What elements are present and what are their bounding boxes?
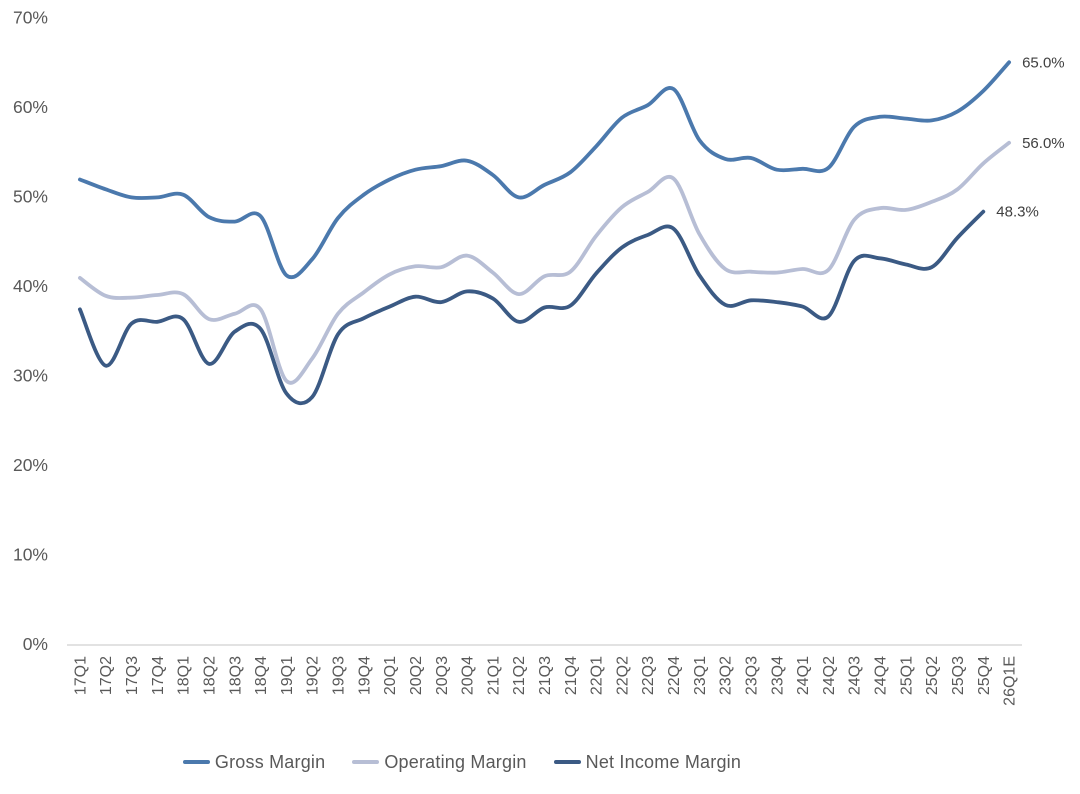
legend-item-gross-margin: Gross Margin xyxy=(182,752,326,772)
series-line-operating-margin xyxy=(78,140,1011,385)
x-axis-category-label: 20Q1 xyxy=(382,656,399,695)
x-axis-category-label: 18Q3 xyxy=(227,656,244,695)
y-axis-tick-label: 70% xyxy=(13,8,48,28)
x-axis-category-label: 23Q2 xyxy=(718,656,735,695)
x-axis-category-label: 24Q4 xyxy=(873,656,890,695)
x-axis-category-label: 17Q1 xyxy=(72,656,89,695)
operating-margin-line-swatch-icon xyxy=(352,760,380,764)
x-axis-category-label: 19Q1 xyxy=(279,656,296,695)
x-axis-category-label: 18Q4 xyxy=(253,656,270,695)
series-line-gross-margin xyxy=(78,60,1011,280)
y-axis-tick-label: 30% xyxy=(13,366,48,386)
legend-item-operating-margin: Operating Margin xyxy=(352,753,526,771)
chart-legend: Gross Margin Operating Margin Net Income… xyxy=(0,753,1002,771)
net-income-margin-line-swatch-icon xyxy=(553,760,581,764)
x-axis-category-label: 17Q2 xyxy=(98,656,115,695)
x-axis-category-label: 22Q1 xyxy=(589,656,606,695)
y-axis-tick-label: 20% xyxy=(13,455,48,475)
y-axis-tick-label: 40% xyxy=(13,276,48,296)
legend-item-net-income-margin: Net Income Margin xyxy=(553,752,742,772)
x-axis-category-label: 24Q2 xyxy=(821,656,838,695)
y-axis-tick-label: 50% xyxy=(13,187,48,207)
x-axis-category-label: 22Q3 xyxy=(640,656,657,695)
x-axis-category-label: 20Q4 xyxy=(460,656,477,695)
x-axis-category-label: 21Q4 xyxy=(563,656,580,695)
x-axis-category-label: 18Q2 xyxy=(201,656,218,695)
x-axis-category-label: 23Q1 xyxy=(692,656,709,695)
x-axis-category-label: 17Q3 xyxy=(124,656,141,695)
series-line-net-income-margin xyxy=(78,209,986,406)
gross-margin-line-swatch-icon xyxy=(182,760,210,764)
legend-label-gross-margin: Gross Margin xyxy=(214,752,326,772)
x-axis-category-label: 25Q3 xyxy=(950,656,967,695)
x-axis-category-label: 21Q1 xyxy=(485,656,502,695)
x-axis-category-label: 25Q1 xyxy=(898,656,915,695)
x-axis-category-label: 21Q2 xyxy=(511,656,528,695)
x-axis-category-label: 22Q2 xyxy=(614,656,631,695)
x-axis-category-label: 18Q1 xyxy=(176,656,193,695)
chart-canvas: 0% 10% 20% 30% 40% 50% 60% 70% 17Q1 17Q2 17Q3 17Q4 1… xyxy=(13,8,1065,706)
x-axis-category-label: 25Q2 xyxy=(924,656,941,695)
x-axis-category-label: 25Q4 xyxy=(976,656,993,695)
x-axis-category-label: 19Q4 xyxy=(356,656,373,695)
x-axis-category-label: 20Q2 xyxy=(408,656,425,695)
y-axis-tick-label: 60% xyxy=(13,97,48,117)
x-axis-category-label: 22Q4 xyxy=(666,656,683,695)
y-axis-tick-label: 0% xyxy=(23,634,48,654)
x-axis-category-label: 24Q3 xyxy=(847,656,864,695)
x-axis-category-label: 24Q1 xyxy=(795,656,812,695)
x-axis-category-label: 23Q4 xyxy=(769,656,786,695)
x-axis-category-label: 26Q1E xyxy=(1002,656,1019,706)
x-axis-category-label: 19Q3 xyxy=(331,656,348,695)
series-end-label: 65.0% xyxy=(1022,54,1065,71)
x-axis-category-label: 21Q3 xyxy=(537,656,554,695)
x-axis-category-label: 17Q4 xyxy=(150,656,167,695)
legend-label-operating-margin: Operating Margin xyxy=(384,752,527,772)
series-end-label: 56.0% xyxy=(1022,135,1065,152)
x-axis-category-label: 19Q2 xyxy=(305,656,322,695)
y-axis-tick-label: 10% xyxy=(13,545,48,565)
x-axis-category-label: 20Q3 xyxy=(434,656,451,695)
x-axis-category-label: 23Q3 xyxy=(743,656,760,695)
legend-label-net-income-margin: Net Income Margin xyxy=(585,752,742,772)
series-end-label: 48.3% xyxy=(996,204,1039,221)
